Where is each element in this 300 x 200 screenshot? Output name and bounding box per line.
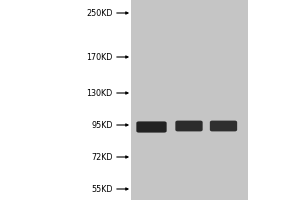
FancyBboxPatch shape: [136, 121, 167, 133]
Text: 170KD: 170KD: [86, 52, 112, 62]
Text: 72KD: 72KD: [91, 152, 112, 162]
Text: 250KD: 250KD: [86, 8, 112, 18]
FancyBboxPatch shape: [210, 121, 237, 131]
FancyBboxPatch shape: [175, 121, 203, 131]
Text: 130KD: 130KD: [86, 88, 112, 98]
Bar: [130, 0, 248, 200]
Text: 95KD: 95KD: [91, 120, 112, 130]
Text: 55KD: 55KD: [91, 184, 112, 194]
